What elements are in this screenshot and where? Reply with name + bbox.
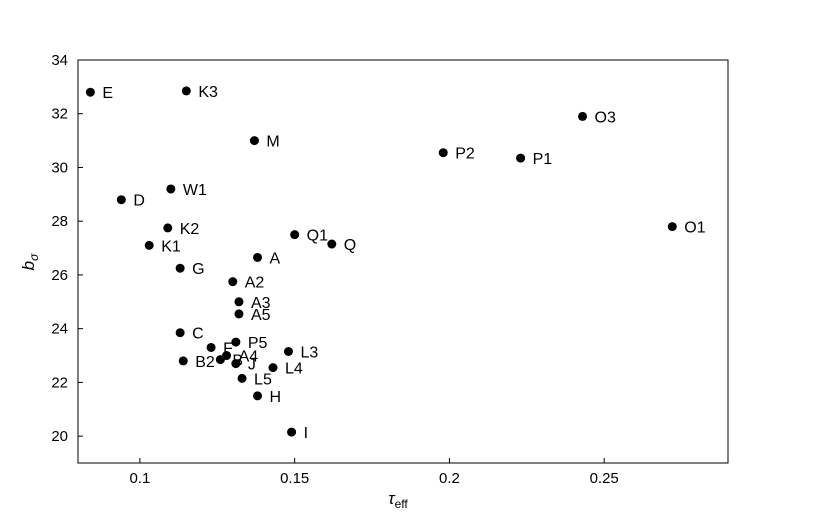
data-point-label: M xyxy=(266,134,279,151)
data-point xyxy=(268,363,278,373)
x-axis-ticks: 0.1 0.15 0.2 0.25 xyxy=(129,458,619,487)
data-point-label: B2 xyxy=(195,354,215,371)
y-axis-title-sub: σ xyxy=(27,253,41,261)
data-point-label: O3 xyxy=(595,109,616,126)
data-point xyxy=(283,347,293,357)
data-point xyxy=(175,328,185,338)
data-point-label: P1 xyxy=(533,151,553,168)
data-point xyxy=(178,356,188,366)
y-tick-label: 24 xyxy=(51,321,68,338)
y-tick-label: 28 xyxy=(51,213,68,230)
x-tick-label: 0.15 xyxy=(280,470,309,487)
data-point xyxy=(166,184,176,194)
plot-frame xyxy=(77,59,729,464)
data-point-label: A xyxy=(270,250,281,267)
data-point xyxy=(249,136,259,146)
data-point xyxy=(253,252,263,262)
data-point-label: Q1 xyxy=(307,228,328,245)
data-point-label: P5 xyxy=(248,335,268,352)
data-point xyxy=(438,148,448,158)
data-points xyxy=(85,86,677,437)
y-tick-label: 26 xyxy=(51,267,68,284)
data-point-label: B xyxy=(232,353,243,370)
y-tick-label: 30 xyxy=(51,159,68,176)
data-point xyxy=(215,355,225,365)
data-point-label: L5 xyxy=(254,371,272,388)
x-tick-label: 0.25 xyxy=(590,470,619,487)
data-point-label: Q xyxy=(344,237,356,254)
data-point xyxy=(287,427,297,437)
data-point-label: A3 xyxy=(251,295,271,312)
data-point xyxy=(237,373,247,383)
data-point xyxy=(667,222,677,232)
data-point-label: P2 xyxy=(455,146,475,163)
x-axis-title-main: τ xyxy=(388,489,396,508)
data-point xyxy=(578,111,588,121)
data-point-label: F xyxy=(223,340,233,357)
data-point-label: L3 xyxy=(300,345,318,362)
y-axis-title-main: b xyxy=(19,261,38,270)
data-point-label: I xyxy=(304,425,308,442)
data-point xyxy=(228,277,238,287)
y-tick-label: 22 xyxy=(51,374,68,391)
data-point-label: K3 xyxy=(198,84,218,101)
y-tick-label: 34 xyxy=(51,52,68,69)
data-point-label: A2 xyxy=(245,275,265,292)
data-point-label: J xyxy=(248,357,256,374)
data-point xyxy=(290,230,300,240)
data-point xyxy=(231,359,241,369)
data-point xyxy=(253,391,263,401)
data-point-label: L4 xyxy=(285,361,303,378)
data-point-label: D xyxy=(133,193,145,210)
y-tick-label: 32 xyxy=(51,106,68,123)
data-point xyxy=(234,297,244,307)
data-point-label: O1 xyxy=(684,220,705,237)
data-point xyxy=(231,337,241,347)
data-point xyxy=(181,86,191,96)
data-point-label: K1 xyxy=(161,238,181,255)
data-point xyxy=(234,309,244,319)
data-point xyxy=(85,87,95,97)
data-point-label: A4 xyxy=(239,349,259,366)
data-point xyxy=(144,240,154,250)
data-point xyxy=(163,223,173,233)
data-point-label: H xyxy=(270,389,282,406)
data-point-label: A5 xyxy=(251,307,271,324)
y-axis-title: bσ xyxy=(19,253,41,270)
data-point xyxy=(175,263,185,273)
data-point-label: K2 xyxy=(180,221,200,238)
x-tick-label: 0.2 xyxy=(439,470,460,487)
x-axis-title: τeff xyxy=(388,489,408,511)
data-point xyxy=(516,153,526,163)
data-point-label: G xyxy=(192,261,204,278)
x-axis-title-sub: eff xyxy=(395,497,409,511)
data-point-label: W1 xyxy=(183,182,207,199)
data-point-label: E xyxy=(102,85,113,102)
y-axis-ticks: 20 22 24 26 28 30 32 34 xyxy=(51,52,83,445)
data-point-label: C xyxy=(192,326,204,343)
data-point xyxy=(206,342,216,352)
y-tick-label: 20 xyxy=(51,428,68,445)
x-tick-label: 0.1 xyxy=(129,470,150,487)
data-point xyxy=(327,239,337,249)
data-point xyxy=(116,195,126,205)
